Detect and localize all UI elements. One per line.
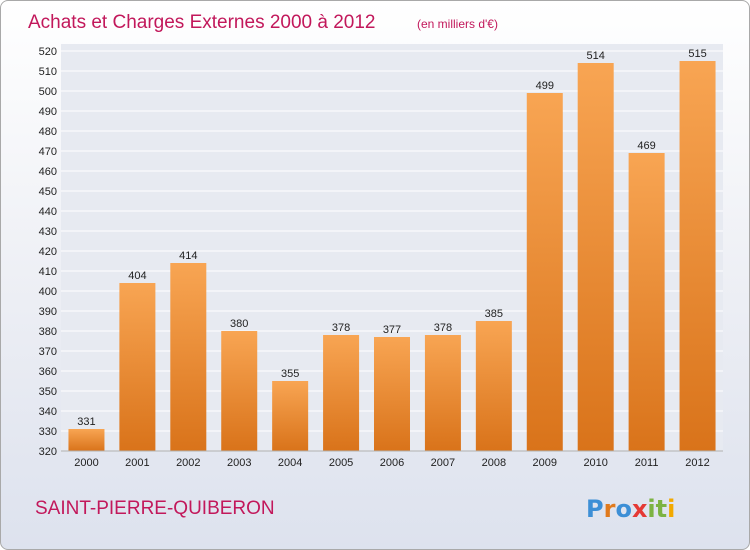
value-label: 385 <box>485 308 503 320</box>
bar-2003 <box>221 331 258 451</box>
x-tick-label: 2002 <box>176 457 200 469</box>
bar-2005 <box>323 335 360 451</box>
bar-2006 <box>374 337 410 451</box>
proxiti-logo: Proxiti <box>586 495 675 523</box>
commune-name: SAINT-PIERRE-QUIBERON <box>35 498 275 519</box>
y-tick-label: 340 <box>39 406 57 418</box>
chart-title: Achats et Charges Externes 2000 à 2012 <box>28 12 376 33</box>
bar-2011 <box>628 153 665 451</box>
bar-2009 <box>526 93 563 451</box>
y-tick-label: 410 <box>39 266 57 278</box>
logo-letter: P <box>586 495 604 523</box>
x-tick-label: 2005 <box>329 457 353 469</box>
y-tick-label: 440 <box>39 206 57 218</box>
logo-letter: i <box>667 495 675 523</box>
bars: 331 404 414 380 355 378 377 378 385 499 514 469 515 <box>68 48 716 451</box>
x-tick-label: 2001 <box>125 457 149 469</box>
y-tick-label: 390 <box>39 306 57 318</box>
value-label: 469 <box>637 140 655 152</box>
logo-letter: i <box>647 495 655 523</box>
bar-2002 <box>170 263 207 451</box>
x-tick-label: 2010 <box>583 457 607 469</box>
logo-letter: t <box>656 495 667 523</box>
y-tick-label: 380 <box>39 326 57 338</box>
bar-2010 <box>577 63 614 451</box>
bar-2007 <box>424 335 461 451</box>
y-tick-label: 420 <box>39 246 57 258</box>
x-tick-label: 2006 <box>380 457 404 469</box>
value-label: 404 <box>128 270 146 282</box>
bar-2001 <box>119 283 156 451</box>
x-tick-label: 2011 <box>635 457 659 469</box>
value-label: 377 <box>383 324 401 336</box>
value-label: 515 <box>688 48 706 60</box>
value-label: 355 <box>281 368 299 380</box>
y-tick-label: 360 <box>39 366 57 378</box>
y-tick-label: 510 <box>39 66 57 78</box>
y-tick-label: 330 <box>39 426 57 438</box>
bar-2004 <box>272 381 309 451</box>
y-tick-label: 430 <box>39 226 57 238</box>
x-tick-label: 2000 <box>74 457 98 469</box>
x-tick-label: 2007 <box>431 457 455 469</box>
y-tick-label: 450 <box>39 186 57 198</box>
chart-subtitle: (en milliers d'€) <box>417 17 498 31</box>
value-label: 380 <box>230 318 248 330</box>
logo-letter: r <box>604 495 616 523</box>
logo-letter: o <box>615 495 632 523</box>
bar-2008 <box>475 321 512 451</box>
value-label: 499 <box>536 80 554 92</box>
y-tick-label: 350 <box>39 386 57 398</box>
value-label: 378 <box>434 322 452 334</box>
y-tick-label: 460 <box>39 166 57 178</box>
x-tick-label: 2003 <box>227 457 251 469</box>
x-tick-label: 2009 <box>533 457 557 469</box>
x-tick-label: 2012 <box>685 457 709 469</box>
y-tick-label: 520 <box>39 46 57 58</box>
y-tick-label: 480 <box>39 126 57 138</box>
logo-letter: x <box>632 495 648 523</box>
x-axis: 2000 2001 2002 2003 2004 2005 2006 2007 2008 2009… <box>61 450 723 469</box>
y-tick-label: 470 <box>39 146 57 158</box>
value-label: 378 <box>332 322 350 334</box>
x-tick-label: 2008 <box>482 457 506 469</box>
y-axis: 320 330 340 350 360 370 380 390 400 410 420 430 440 4… <box>39 46 57 458</box>
y-tick-label: 370 <box>39 346 57 358</box>
y-tick-label: 500 <box>39 86 57 98</box>
value-label: 331 <box>77 416 95 428</box>
value-label: 414 <box>179 250 197 262</box>
y-tick-label: 320 <box>39 446 57 458</box>
bar-2000 <box>68 429 105 451</box>
y-tick-label: 400 <box>39 286 57 298</box>
bar-2012 <box>679 61 716 451</box>
y-tick-label: 490 <box>39 106 57 118</box>
x-tick-label: 2004 <box>278 457 302 469</box>
value-label: 514 <box>587 50 605 62</box>
